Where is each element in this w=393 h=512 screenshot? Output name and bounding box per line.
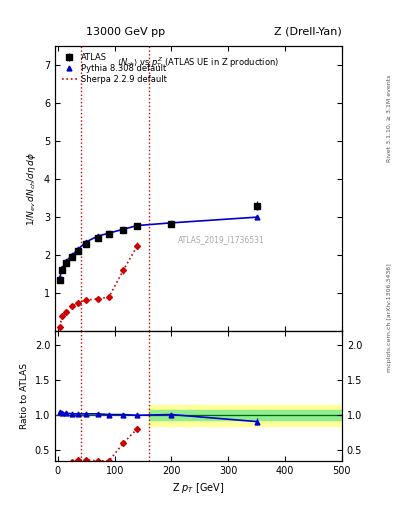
Sherpa 2.2.9 default (107, 294, 111, 300)
Y-axis label: $1/N_{ev}\,dN_{ch}/d\eta\,d\phi$: $1/N_{ev}\,dN_{ch}/d\eta\,d\phi$ (26, 152, 39, 226)
Legend: ATLAS, Pythia 8.308 default, Sherpa 2.2.9 default: ATLAS, Pythia 8.308 default, Sherpa 2.2.… (59, 50, 169, 87)
Pythia 8.308 default (107, 230, 111, 236)
Bar (149, 405, 342, 426)
Bar (149, 410, 342, 420)
Text: $\langle N_{ch}\rangle$ vs $p^{Z}_{T}$ (ATLAS UE in Z production): $\langle N_{ch}\rangle$ vs $p^{Z}_{T}$ (… (118, 55, 279, 70)
X-axis label: Z $p_{T}$ [GeV]: Z $p_{T}$ [GeV] (172, 481, 225, 495)
Pythia 8.308 default (64, 258, 69, 264)
Pythia 8.308 default (70, 252, 74, 258)
Sherpa 2.2.9 default (84, 297, 89, 303)
Sherpa 2.2.9 default (121, 267, 125, 273)
Text: ATLAS_2019_I1736531: ATLAS_2019_I1736531 (178, 236, 265, 244)
Pythia 8.308 default (169, 220, 174, 226)
Line: Pythia 8.308 default: Pythia 8.308 default (57, 215, 259, 281)
Pythia 8.308 default (95, 233, 100, 239)
Sherpa 2.2.9 default (75, 300, 80, 306)
Pythia 8.308 default (57, 275, 62, 281)
Y-axis label: Ratio to ATLAS: Ratio to ATLAS (20, 363, 29, 429)
Pythia 8.308 default (84, 239, 89, 245)
Sherpa 2.2.9 default (64, 309, 69, 315)
Text: mcplots.cern.ch [arXiv:1306.3436]: mcplots.cern.ch [arXiv:1306.3436] (387, 263, 391, 372)
Pythia 8.308 default (75, 246, 80, 252)
Pythia 8.308 default (121, 226, 125, 232)
Line: Sherpa 2.2.9 default: Sherpa 2.2.9 default (60, 246, 138, 327)
Sherpa 2.2.9 default (57, 324, 62, 330)
Sherpa 2.2.9 default (70, 304, 74, 310)
Text: Rivet 3.1.10, ≥ 3.1M events: Rivet 3.1.10, ≥ 3.1M events (387, 74, 391, 161)
Sherpa 2.2.9 default (95, 296, 100, 302)
Text: 13000 GeV pp: 13000 GeV pp (86, 27, 165, 37)
Sherpa 2.2.9 default (60, 313, 65, 319)
Pythia 8.308 default (254, 214, 259, 220)
Text: Z (Drell-Yan): Z (Drell-Yan) (274, 27, 342, 37)
Pythia 8.308 default (135, 222, 140, 228)
Pythia 8.308 default (60, 265, 65, 271)
Sherpa 2.2.9 default (135, 243, 140, 249)
